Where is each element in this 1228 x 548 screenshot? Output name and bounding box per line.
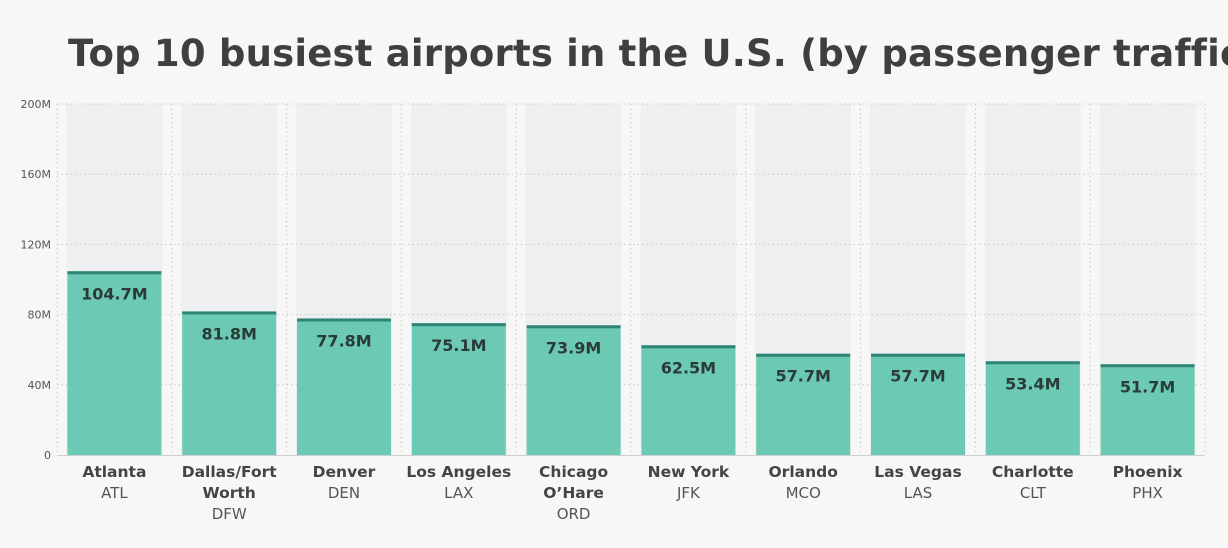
bar-cap [411, 323, 506, 327]
y-tick-label: 40M [28, 379, 52, 392]
bar-cap [871, 353, 965, 357]
bar-value-label: 57.7M [890, 367, 945, 386]
x-category-label: Los Angeles [406, 463, 511, 481]
x-category-label: Charlotte [992, 463, 1074, 481]
bar [985, 361, 1080, 455]
y-axis: 0 40M 80M 120M 160M 200M [21, 98, 52, 462]
bar-cap [756, 353, 851, 357]
bar [411, 323, 506, 455]
y-tick-label: 120M [21, 238, 52, 251]
bar-cap [1100, 364, 1195, 368]
y-tick-label: 200M [21, 98, 52, 111]
bar [67, 271, 162, 455]
x-axis: Atlanta ATL Dallas/Fort Worth DFW Denver DEN Lo… [82, 463, 1182, 523]
x-category-code: PHX [1132, 484, 1163, 502]
bar-value-label: 77.8M [316, 331, 371, 350]
x-category-label: Atlanta [82, 463, 146, 481]
bar-value-label: 81.8M [201, 324, 256, 343]
x-category-label: Las Vegas [874, 463, 961, 481]
x-category-label: New York [648, 463, 730, 481]
bar [182, 311, 277, 455]
bar [526, 325, 621, 455]
x-category-code: LAX [444, 484, 473, 502]
y-tick-label: 80M [28, 309, 52, 322]
bar [641, 345, 736, 455]
bar [1100, 364, 1195, 455]
bar-cap [641, 345, 736, 349]
x-category-code: DEN [328, 484, 360, 502]
bar-value-label: 57.7M [775, 367, 830, 386]
bar [756, 353, 851, 455]
x-category-label: Denver [313, 463, 376, 481]
bar-value-label: 75.1M [431, 336, 486, 355]
bar-cap [182, 311, 277, 315]
x-category-code: DFW [212, 505, 247, 523]
x-category-label: Orlando [769, 463, 838, 481]
x-category-label: Chicago [539, 463, 608, 481]
x-category-code: ATL [101, 484, 128, 502]
x-category-code: MCO [786, 484, 821, 502]
x-category-code: CLT [1020, 484, 1047, 502]
x-category-code: ORD [557, 505, 591, 523]
y-tick-label: 160M [21, 168, 52, 181]
bars: 104.7M 81.8M 77.8M 75.1M 73.9M 62.5M 57.7M 57.7… [67, 271, 1195, 455]
bar-value-label: 53.4M [1005, 374, 1060, 393]
x-category-label: O’Hare [543, 484, 604, 502]
bar-cap [67, 271, 162, 275]
bar-value-label: 62.5M [661, 358, 716, 377]
bar-cap [297, 318, 391, 322]
bar-cap [526, 325, 621, 329]
bar-value-label: 51.7M [1120, 377, 1175, 396]
chart-title: Top 10 busiest airports in the U.S. (by … [68, 32, 1228, 75]
x-category-code: JFK [676, 484, 701, 502]
x-category-code: LAS [904, 484, 932, 502]
bar-cap [985, 361, 1080, 365]
y-tick-label: 0 [44, 449, 51, 462]
bar-value-label: 73.9M [546, 338, 601, 357]
bar-value-label: 104.7M [81, 284, 148, 303]
bar [297, 318, 391, 455]
x-category-label: Dallas/Fort [182, 463, 278, 481]
x-category-label: Worth [203, 484, 256, 502]
x-category-label: Phoenix [1113, 463, 1183, 481]
grid-lines [56, 103, 1206, 456]
bar [871, 353, 965, 455]
